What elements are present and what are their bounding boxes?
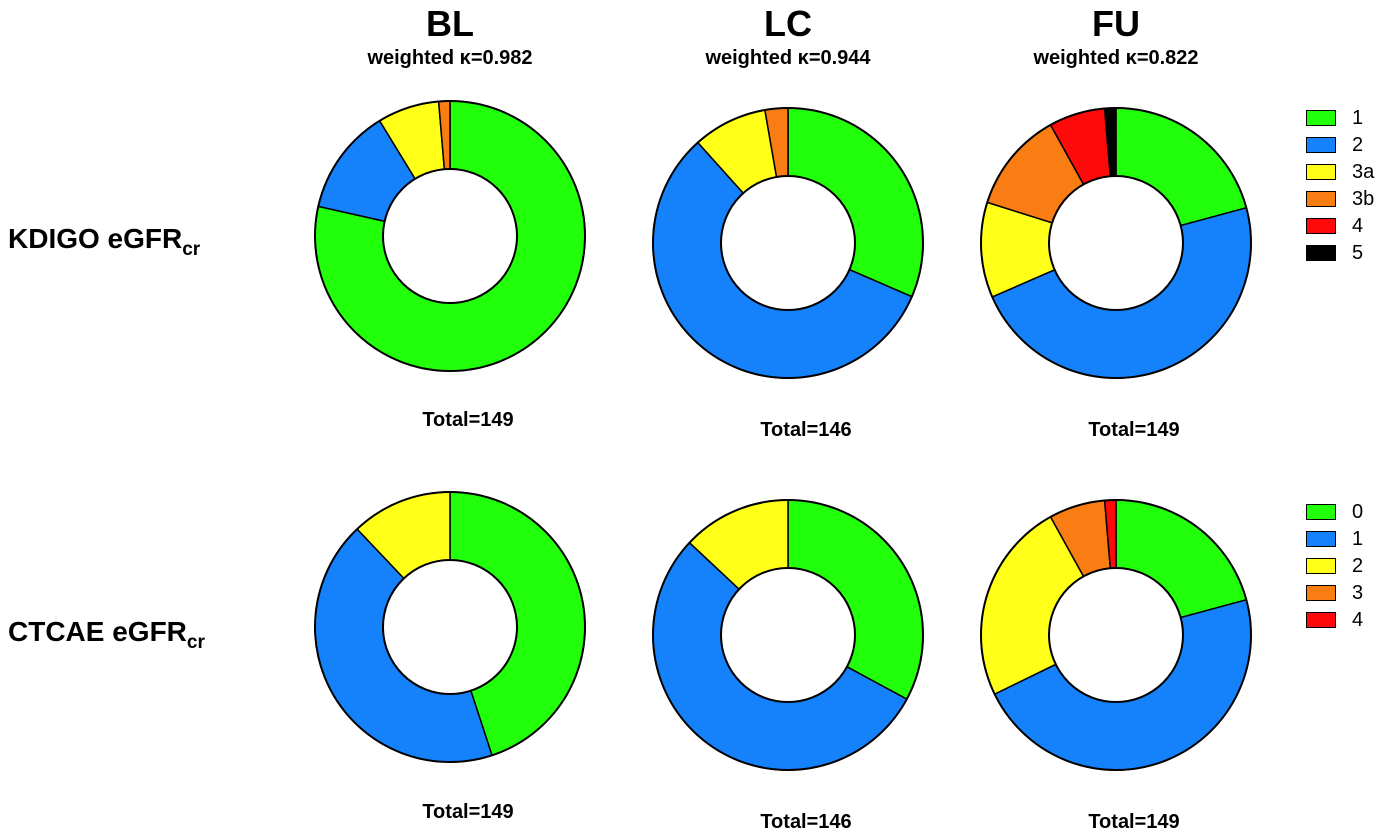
legend-swatch — [1306, 110, 1336, 126]
legend-swatch — [1306, 558, 1336, 574]
donut-outer-ring — [652, 499, 924, 771]
legend-label: 1 — [1352, 107, 1364, 129]
row-label-ctcae: CTCAE eGFRcr — [8, 615, 205, 660]
row-label-ctcae-sub: cr — [186, 632, 205, 653]
donut-kdigo-bl — [314, 100, 586, 372]
legend-swatch — [1306, 531, 1336, 547]
legend-item: 0 — [1306, 501, 1385, 523]
donut-inner-ring — [382, 559, 518, 695]
legend-swatch — [1306, 137, 1336, 153]
legend-item: 1 — [1306, 528, 1385, 550]
legend-ctcae: 0 1 2 3 4 — [1306, 501, 1376, 633]
column-title-fu: FU — [1092, 3, 1140, 44]
legend-swatch — [1306, 218, 1336, 234]
legend-swatch — [1306, 504, 1336, 520]
legend-label: 0 — [1352, 501, 1364, 523]
legend-label: 2 — [1352, 555, 1364, 577]
legend-label: 3a — [1352, 161, 1375, 183]
legend-item: 4 — [1306, 215, 1385, 237]
legend-swatch — [1306, 245, 1336, 261]
donut-outer-ring — [980, 499, 1252, 771]
donut-kdigo-lc — [652, 107, 924, 379]
legend-kdigo: 1 2 3a 3b 4 5 — [1306, 107, 1376, 269]
total-ctcae-bl: Total=149 — [422, 801, 514, 823]
total-kdigo-bl: Total=149 — [422, 409, 514, 431]
legend-label: 1 — [1352, 528, 1364, 550]
donut-outer-ring — [314, 491, 586, 763]
donut-ctcae-fu — [980, 499, 1252, 771]
legend-item: 2 — [1306, 134, 1385, 156]
legend-swatch — [1306, 191, 1336, 207]
column-kappa-fu: weighted κ=0.822 — [1033, 47, 1199, 69]
legend-item: 2 — [1306, 555, 1385, 577]
column-kappa-bl: weighted κ=0.982 — [367, 47, 533, 69]
donut-inner-ring — [720, 175, 856, 311]
legend-label: 3b — [1352, 188, 1375, 210]
column-kappa-lc: weighted κ=0.944 — [705, 47, 871, 69]
donut-ctcae-lc — [652, 499, 924, 771]
legend-swatch — [1306, 164, 1336, 180]
donut-outer-ring — [652, 107, 924, 379]
legend-item: 4 — [1306, 609, 1385, 631]
row-label-kdigo: KDIGO eGFRcr — [8, 222, 200, 267]
total-kdigo-lc: Total=146 — [760, 419, 852, 441]
legend-swatch — [1306, 612, 1336, 628]
column-title-bl: BL — [426, 3, 474, 44]
legend-item: 3b — [1306, 188, 1385, 210]
row-label-kdigo-sub: cr — [182, 239, 201, 260]
donut-inner-ring — [1048, 567, 1184, 703]
total-ctcae-fu: Total=149 — [1088, 811, 1180, 833]
legend-label: 4 — [1352, 215, 1364, 237]
row-label-kdigo-main: KDIGO eGFR — [8, 223, 183, 254]
column-title-lc: LC — [764, 3, 812, 44]
donut-inner-ring — [720, 567, 856, 703]
total-kdigo-fu: Total=149 — [1088, 419, 1180, 441]
legend-label: 3 — [1352, 582, 1364, 604]
donut-outer-ring — [980, 107, 1252, 379]
legend-label: 4 — [1352, 609, 1364, 631]
donut-outer-ring — [314, 100, 586, 372]
legend-label: 5 — [1352, 242, 1364, 264]
legend-item: 5 — [1306, 242, 1385, 264]
donut-inner-ring — [382, 168, 518, 304]
donut-kdigo-fu — [980, 107, 1252, 379]
legend-item: 3 — [1306, 582, 1385, 604]
donut-ctcae-bl — [314, 491, 586, 763]
total-ctcae-lc: Total=146 — [760, 811, 852, 833]
donut-inner-ring — [1048, 175, 1184, 311]
legend-label: 2 — [1352, 134, 1364, 156]
legend-item: 3a — [1306, 161, 1385, 183]
row-label-ctcae-main: CTCAE eGFR — [8, 616, 187, 647]
legend-swatch — [1306, 585, 1336, 601]
legend-item: 1 — [1306, 107, 1385, 129]
